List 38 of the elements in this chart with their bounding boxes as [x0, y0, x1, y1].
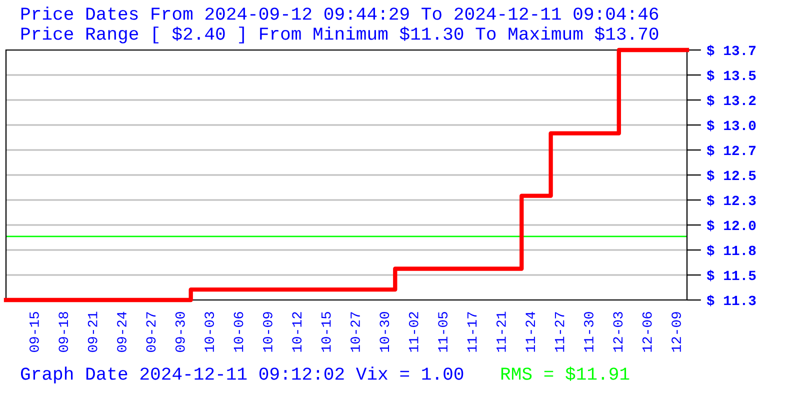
x-tick-label: 11-30 — [584, 312, 594, 352]
x-tick-label: 09-30 — [175, 312, 185, 352]
x-tick-label: 11-21 — [496, 312, 506, 352]
chart-title: Price Dates From 2024-09-12 09:44:29 To 2024-12-11 09:04:46 — [21, 6, 658, 20]
x-tick-label: 10-12 — [292, 312, 302, 352]
x-tick-label: 12-06 — [642, 312, 652, 352]
x-tick-label: 09-27 — [146, 312, 156, 352]
y-tick-label: $ 13.0 — [706, 120, 756, 132]
y-tick-label: $ 12.7 — [706, 144, 756, 156]
x-tick-label: 10-27 — [350, 312, 360, 352]
x-tick-label: 09-24 — [117, 312, 126, 352]
x-tick-label: 09-18 — [58, 312, 68, 352]
x-tick-label: 11-17 — [467, 312, 477, 352]
x-tick-label: 11-27 — [554, 312, 564, 352]
y-tick-label: $ 11.5 — [706, 270, 756, 282]
y-tick-label: $ 12.5 — [706, 170, 756, 182]
x-tick-label: 11-02 — [408, 312, 418, 352]
ref-line-label: RMS = $11.91 — [501, 366, 630, 381]
y-tick-label: $ 13.5 — [706, 70, 756, 82]
x-tick-label: 11-24 — [526, 312, 535, 352]
x-tick-label: 09-21 — [88, 312, 98, 352]
text: Graph Date 2024-12-11 09:12:02 Vix = 1.00 — [20, 366, 464, 384]
x-tick-label: 10-06 — [234, 312, 244, 352]
y-tick-label: $ 13.7 — [706, 44, 756, 56]
x-tick-label: 12-09 — [672, 312, 681, 352]
y-tick-label: $ 11.8 — [706, 244, 756, 256]
y-tick-label: $ 12.0 — [706, 220, 756, 232]
x-tick-label: 12-03 — [613, 312, 623, 352]
chart-subtitle: Price Range [ $2.40 ] From Minimum $11.30 To Maximum $13.70 — [21, 26, 658, 44]
x-tick-label: 09-15 — [29, 312, 39, 352]
x-tick-label: 10-15 — [321, 312, 331, 352]
y-tick-label: $ 12.3 — [706, 194, 756, 206]
y-tick-label: $ 11.3 — [706, 294, 756, 306]
x-tick-label: 10-03 — [204, 312, 214, 352]
x-tick-label: 10-30 — [380, 312, 390, 352]
y-tick-label: $ 13.2 — [706, 94, 756, 106]
x-tick-label: 11-05 — [438, 312, 448, 352]
x-tick-label: 10-09 — [262, 312, 272, 352]
